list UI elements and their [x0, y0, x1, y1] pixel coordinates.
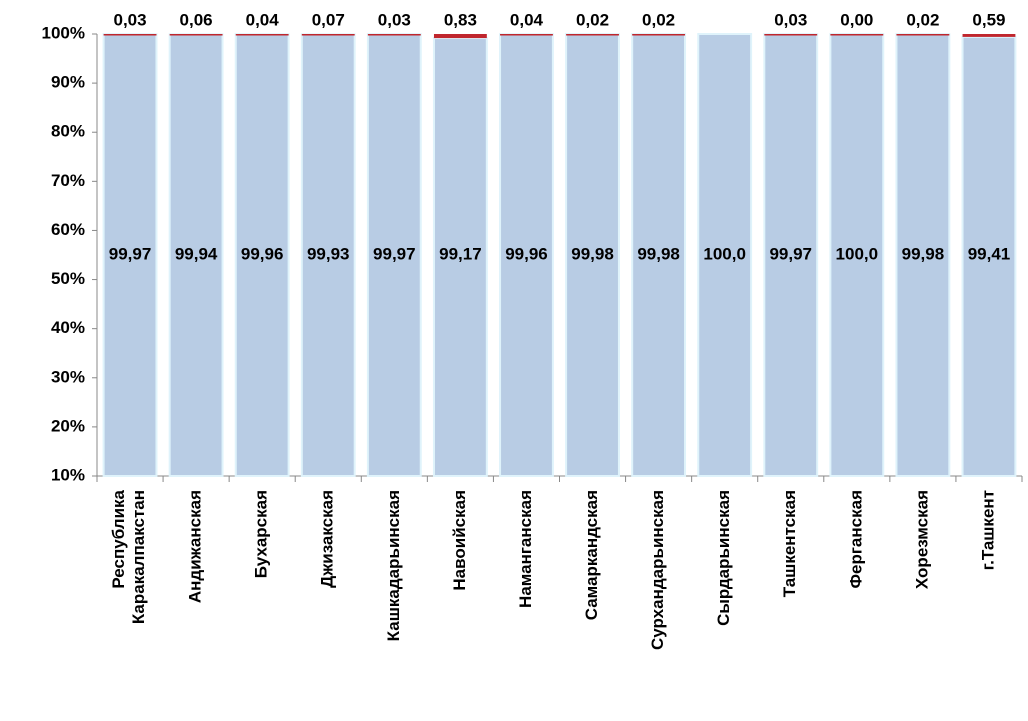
value-label: 99,97	[373, 244, 416, 263]
bar-segment	[632, 34, 686, 36]
value-label: 0,03	[113, 10, 146, 29]
x-tick-label: Сурхандарьинская	[648, 490, 667, 650]
y-tick-label: 90%	[51, 73, 85, 92]
bar-segment	[830, 34, 884, 36]
value-label: 0,02	[642, 10, 675, 29]
value-label: 0,03	[774, 10, 807, 29]
bar-segment	[102, 33, 158, 477]
value-label: 100,0	[703, 244, 746, 263]
value-label: 0,83	[444, 10, 477, 29]
value-label: 99,97	[109, 244, 152, 263]
bar-segment	[234, 33, 290, 478]
value-label: 99,96	[505, 244, 548, 263]
bar-segment	[432, 37, 488, 477]
value-label: 0,04	[510, 10, 544, 29]
bar-segment	[500, 34, 553, 36]
value-label: 0,04	[246, 10, 280, 29]
bar-segment	[367, 34, 421, 36]
bar-segment	[433, 34, 487, 39]
bar-segment	[168, 33, 224, 477]
value-label: 100,0	[836, 244, 879, 263]
x-tick-label: Ташкентская	[780, 490, 799, 597]
bar-segment	[103, 34, 157, 36]
y-tick-label: 60%	[51, 220, 85, 239]
bar-segment	[300, 33, 356, 477]
value-label: 99,17	[439, 244, 482, 263]
bar-segment	[366, 33, 422, 477]
y-tick-label: 20%	[51, 416, 85, 435]
bar-segment	[961, 35, 1017, 478]
value-label: 0,07	[312, 10, 345, 29]
x-tick-label: Ферганская	[846, 490, 865, 589]
y-tick-label: 50%	[51, 269, 85, 288]
x-tick-label: г.Ташкент	[978, 490, 997, 570]
value-label: 99,98	[571, 244, 614, 263]
x-tick-label: Андижанская	[186, 490, 205, 603]
bar-segment	[631, 33, 687, 477]
value-label: 99,97	[769, 244, 812, 263]
bar-segment	[565, 33, 620, 477]
x-tick-label: Самаркандская	[582, 490, 601, 620]
x-tick-label: Сырдарьинская	[714, 490, 733, 626]
x-tick-label: Хорезмская	[912, 490, 931, 589]
y-tick-label: 100%	[42, 23, 85, 42]
value-label: 0,02	[906, 10, 939, 29]
bar-segment	[566, 34, 619, 36]
value-label: 99,41	[968, 244, 1011, 263]
bar-segment	[301, 34, 355, 36]
value-label: 99,93	[307, 244, 350, 263]
bar-segment	[169, 34, 223, 36]
x-tick-label: Навоийская	[450, 490, 469, 591]
x-tick-label: Бухарская	[252, 490, 271, 578]
x-tick-label: Кашкадарьинская	[384, 490, 403, 641]
bar-segment	[763, 33, 819, 477]
value-label: 0,59	[972, 10, 1005, 29]
x-tick-label: РеспубликаКаракалпакстан	[110, 489, 149, 624]
bar-segment	[962, 34, 1016, 37]
bar-segment	[895, 33, 951, 477]
value-label: 0,00	[840, 10, 873, 29]
y-tick-label: 10%	[51, 465, 85, 484]
bar-segment	[896, 34, 950, 36]
value-label: 0,06	[180, 10, 213, 29]
x-tick-label: Наманганская	[516, 490, 535, 608]
bar-segment	[829, 33, 885, 477]
bar-segment	[764, 34, 818, 36]
value-label: 0,03	[378, 10, 411, 29]
bar-segment	[235, 34, 289, 36]
value-label: 99,98	[902, 244, 945, 263]
bar-segment	[499, 33, 554, 478]
value-label: 99,96	[241, 244, 284, 263]
y-tick-label: 40%	[51, 318, 85, 337]
value-label: 99,94	[175, 244, 218, 263]
y-tick-label: 30%	[51, 367, 85, 386]
bar-segment	[697, 33, 753, 477]
value-label: 99,98	[637, 244, 680, 263]
y-tick-label: 70%	[51, 171, 85, 190]
x-tick-label: Джизакская	[318, 490, 337, 588]
y-tick-label: 80%	[51, 122, 85, 141]
value-label: 0,02	[576, 10, 609, 29]
